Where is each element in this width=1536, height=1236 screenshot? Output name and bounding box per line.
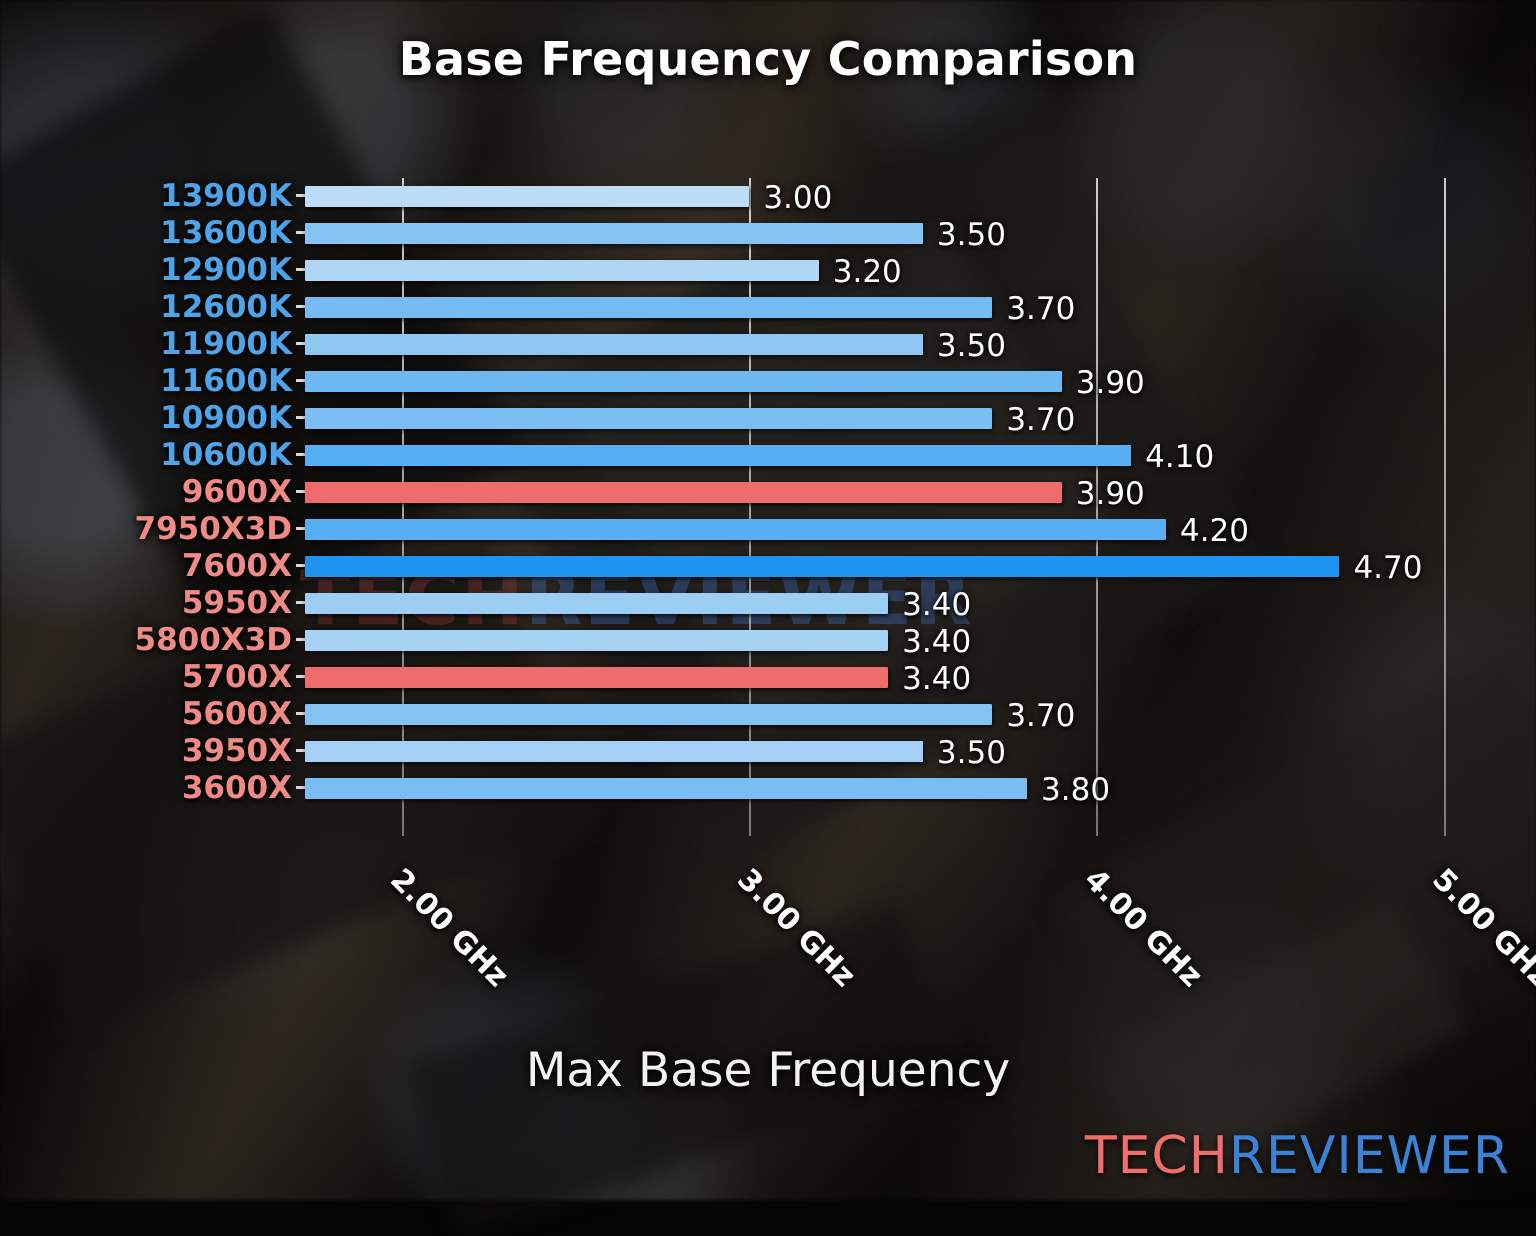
bar-value-label-7600x: 4.70	[1353, 550, 1423, 586]
category-label-13600k: 13600K	[160, 215, 292, 251]
bar-row: 3.70	[296, 400, 1395, 438]
category-label-12600k: 12600K	[160, 289, 292, 325]
bar-value-label-10900k: 3.70	[1006, 402, 1076, 438]
category-label-12900k: 12900K	[160, 252, 292, 288]
bar-row: 3.20	[296, 252, 1395, 290]
category-tick-mark	[296, 601, 305, 604]
category-tick-mark	[296, 712, 305, 715]
bar-5600x	[305, 704, 993, 725]
bar-5950x	[305, 593, 889, 614]
category-label-13900k: 13900K	[160, 178, 292, 214]
category-tick-mark	[296, 231, 305, 234]
category-tick-mark	[296, 194, 305, 197]
bar-row: 3.80	[296, 770, 1395, 808]
category-label-5600x: 5600X	[181, 696, 292, 732]
category-tick-mark	[296, 490, 305, 493]
bar-row: 3.40	[296, 659, 1395, 697]
gridline-5-00-ghz	[1443, 178, 1446, 836]
logo-reviewer-text: REVIEWER	[1228, 1126, 1510, 1186]
bar-row: 3.00	[296, 178, 1395, 216]
bar-12900k	[305, 260, 819, 281]
bar-row: 4.20	[296, 511, 1395, 549]
bar-7600x	[305, 556, 1340, 577]
category-tick-mark	[296, 268, 305, 271]
category-label-10600k: 10600K	[160, 437, 292, 473]
bar-value-label-12900k: 3.20	[832, 254, 902, 290]
category-tick-mark	[296, 305, 305, 308]
gridline-3-00-ghz	[749, 178, 752, 836]
bar-row: 3.50	[296, 733, 1395, 771]
category-label-3600x: 3600X	[181, 770, 292, 806]
bar-11900k	[305, 334, 923, 355]
bar-5700x	[305, 667, 889, 688]
category-label-9600x: 9600X	[181, 474, 292, 510]
bar-value-label-9600x: 3.90	[1075, 476, 1145, 512]
bar-13600k	[305, 223, 923, 244]
category-tick-mark	[296, 416, 305, 419]
category-label-11600k: 11600K	[160, 363, 292, 399]
bar-row: 3.70	[296, 696, 1395, 734]
gridline-2-00-ghz	[402, 178, 405, 836]
category-tick-mark	[296, 786, 305, 789]
bar-value-label-5950x: 3.40	[902, 587, 972, 623]
bar-value-label-3950x: 3.50	[936, 735, 1006, 771]
chart-title: Base Frequency Comparison	[398, 32, 1138, 86]
category-label-11900k: 11900K	[160, 326, 292, 362]
category-tick-mark	[296, 527, 305, 530]
bar-value-label-5700x: 3.40	[902, 661, 972, 697]
brand-logo: TECHREVIEWER	[1085, 1126, 1510, 1186]
category-label-7600x: 7600X	[181, 548, 292, 584]
bar-5800x3d	[305, 630, 889, 651]
category-tick-mark	[296, 379, 305, 382]
bar-value-label-5600x: 3.70	[1006, 698, 1076, 734]
category-tick-mark	[296, 675, 305, 678]
bar-value-label-7950x3d: 4.20	[1179, 513, 1249, 549]
bar-value-label-12600k: 3.70	[1006, 291, 1076, 327]
bar-row: 3.40	[296, 622, 1395, 660]
bar-value-label-11900k: 3.50	[936, 328, 1006, 364]
bar-10600k	[305, 445, 1132, 466]
bar-row: 3.40	[296, 585, 1395, 623]
category-label-5700x: 5700X	[181, 659, 292, 695]
category-label-3950x: 3950X	[181, 733, 292, 769]
bar-11600k	[305, 371, 1062, 392]
category-label-5800x3d: 5800X3D	[134, 622, 292, 658]
bar-3600x	[305, 778, 1028, 799]
bar-row: 3.90	[296, 474, 1395, 512]
bar-value-label-11600k: 3.90	[1075, 365, 1145, 401]
category-tick-mark	[296, 564, 305, 567]
category-tick-mark	[296, 749, 305, 752]
bar-row: 4.70	[296, 548, 1422, 586]
bar-value-label-13600k: 3.50	[936, 217, 1006, 253]
category-tick-mark	[296, 342, 305, 345]
x-axis-title: Max Base Frequency	[525, 1043, 1011, 1098]
bar-row: 3.90	[296, 363, 1395, 401]
category-label-7950x3d: 7950X3D	[134, 511, 292, 547]
bar-9600x	[305, 482, 1062, 503]
bar-value-label-3600x: 3.80	[1041, 772, 1111, 808]
category-label-5950x: 5950X	[181, 585, 292, 621]
bar-row: 3.70	[296, 289, 1395, 327]
bar-13900k	[305, 186, 750, 207]
bar-10900k	[305, 408, 993, 429]
gridline-4-00-ghz	[1096, 178, 1099, 836]
bar-3950x	[305, 741, 923, 762]
bar-12600k	[305, 297, 993, 318]
category-label-10900k: 10900K	[160, 400, 292, 436]
plot-area: 3.00 3.50 3.20 3.70 3.50 3.90 3.70 4.10 3.90 4.20…	[296, 178, 1446, 836]
bar-row: 3.50	[296, 326, 1395, 364]
bar-value-label-5800x3d: 3.40	[902, 624, 972, 660]
bar-value-label-10600k: 4.10	[1145, 439, 1215, 475]
bar-row: 4.10	[296, 437, 1395, 475]
bar-row: 3.50	[296, 215, 1395, 253]
logo-tech-text: TECH	[1084, 1126, 1229, 1186]
bar-value-label-13900k: 3.00	[763, 180, 833, 216]
category-tick-mark	[296, 638, 305, 641]
bar-7950x3d	[305, 519, 1166, 540]
category-tick-mark	[296, 453, 305, 456]
